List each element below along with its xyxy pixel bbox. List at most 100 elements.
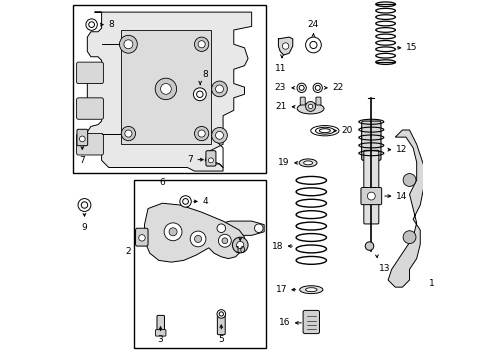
Circle shape bbox=[309, 41, 316, 49]
Circle shape bbox=[218, 234, 231, 247]
Text: 11: 11 bbox=[275, 64, 286, 73]
Bar bbox=[73, 5, 265, 173]
Circle shape bbox=[164, 223, 182, 241]
Circle shape bbox=[211, 81, 227, 97]
Circle shape bbox=[190, 231, 205, 247]
Circle shape bbox=[81, 202, 87, 208]
Circle shape bbox=[208, 158, 213, 163]
FancyBboxPatch shape bbox=[77, 134, 103, 155]
FancyBboxPatch shape bbox=[363, 150, 378, 224]
Circle shape bbox=[180, 196, 191, 207]
FancyBboxPatch shape bbox=[303, 310, 319, 334]
FancyBboxPatch shape bbox=[360, 188, 381, 204]
Circle shape bbox=[183, 199, 188, 204]
Text: 15: 15 bbox=[405, 43, 416, 52]
Text: 5: 5 bbox=[218, 336, 224, 345]
Circle shape bbox=[308, 104, 312, 109]
Ellipse shape bbox=[299, 159, 316, 167]
Circle shape bbox=[193, 88, 206, 101]
FancyBboxPatch shape bbox=[205, 151, 216, 166]
Circle shape bbox=[296, 83, 305, 93]
Text: 6: 6 bbox=[159, 178, 165, 187]
Circle shape bbox=[299, 85, 304, 90]
Circle shape bbox=[217, 310, 225, 318]
FancyBboxPatch shape bbox=[217, 315, 225, 335]
Text: 4: 4 bbox=[202, 197, 207, 206]
Ellipse shape bbox=[254, 224, 263, 233]
Text: 21: 21 bbox=[275, 102, 286, 111]
Circle shape bbox=[305, 37, 321, 53]
Text: 17: 17 bbox=[275, 285, 286, 294]
Polygon shape bbox=[144, 203, 244, 262]
Circle shape bbox=[219, 312, 223, 316]
Circle shape bbox=[211, 127, 227, 143]
FancyBboxPatch shape bbox=[135, 228, 148, 246]
Text: 23: 23 bbox=[274, 83, 285, 92]
Text: 7: 7 bbox=[187, 155, 193, 164]
Text: 19: 19 bbox=[277, 158, 288, 167]
Polygon shape bbox=[387, 130, 423, 287]
Polygon shape bbox=[87, 12, 251, 171]
Circle shape bbox=[160, 84, 171, 94]
Text: 1: 1 bbox=[427, 279, 433, 288]
Circle shape bbox=[282, 43, 288, 49]
Text: 8: 8 bbox=[202, 70, 208, 79]
Circle shape bbox=[196, 91, 203, 98]
Circle shape bbox=[402, 174, 415, 186]
Ellipse shape bbox=[305, 288, 316, 292]
Text: 22: 22 bbox=[331, 83, 343, 92]
FancyBboxPatch shape bbox=[361, 121, 380, 160]
Circle shape bbox=[78, 199, 91, 211]
Text: 10: 10 bbox=[234, 247, 245, 256]
Circle shape bbox=[86, 19, 97, 30]
Circle shape bbox=[312, 83, 322, 93]
Circle shape bbox=[366, 192, 374, 200]
Circle shape bbox=[139, 235, 145, 241]
Circle shape bbox=[198, 130, 205, 137]
Circle shape bbox=[232, 237, 247, 253]
Polygon shape bbox=[278, 37, 292, 55]
FancyBboxPatch shape bbox=[77, 98, 103, 119]
Circle shape bbox=[222, 238, 227, 244]
Text: 13: 13 bbox=[378, 264, 389, 273]
Circle shape bbox=[215, 85, 223, 93]
Circle shape bbox=[215, 131, 223, 139]
Circle shape bbox=[194, 37, 208, 51]
Text: 20: 20 bbox=[341, 126, 352, 135]
Text: 8: 8 bbox=[108, 20, 114, 29]
Ellipse shape bbox=[297, 103, 324, 114]
FancyBboxPatch shape bbox=[77, 62, 103, 84]
Circle shape bbox=[124, 130, 132, 137]
Circle shape bbox=[88, 22, 94, 27]
Text: 18: 18 bbox=[271, 242, 283, 251]
Circle shape bbox=[123, 40, 133, 49]
Ellipse shape bbox=[217, 224, 225, 233]
FancyBboxPatch shape bbox=[155, 330, 165, 336]
Circle shape bbox=[402, 231, 415, 244]
Ellipse shape bbox=[303, 161, 312, 165]
Text: 2: 2 bbox=[125, 247, 131, 256]
Circle shape bbox=[80, 136, 85, 142]
Text: 16: 16 bbox=[279, 318, 290, 327]
Circle shape bbox=[236, 242, 244, 249]
Circle shape bbox=[169, 228, 177, 236]
Circle shape bbox=[194, 126, 208, 141]
FancyBboxPatch shape bbox=[300, 97, 305, 105]
Text: 3: 3 bbox=[157, 336, 163, 345]
Circle shape bbox=[194, 235, 201, 243]
Circle shape bbox=[305, 102, 315, 111]
Text: 14: 14 bbox=[395, 192, 406, 201]
Text: 24: 24 bbox=[307, 19, 318, 28]
Circle shape bbox=[365, 242, 373, 250]
Circle shape bbox=[155, 78, 176, 100]
FancyBboxPatch shape bbox=[77, 129, 87, 146]
Circle shape bbox=[121, 126, 135, 141]
Text: 12: 12 bbox=[395, 145, 406, 154]
Circle shape bbox=[198, 41, 205, 48]
Bar bbox=[121, 30, 210, 144]
Polygon shape bbox=[216, 221, 264, 235]
Text: 9: 9 bbox=[81, 223, 87, 232]
FancyBboxPatch shape bbox=[157, 315, 164, 335]
Ellipse shape bbox=[299, 286, 322, 294]
Circle shape bbox=[119, 35, 137, 53]
